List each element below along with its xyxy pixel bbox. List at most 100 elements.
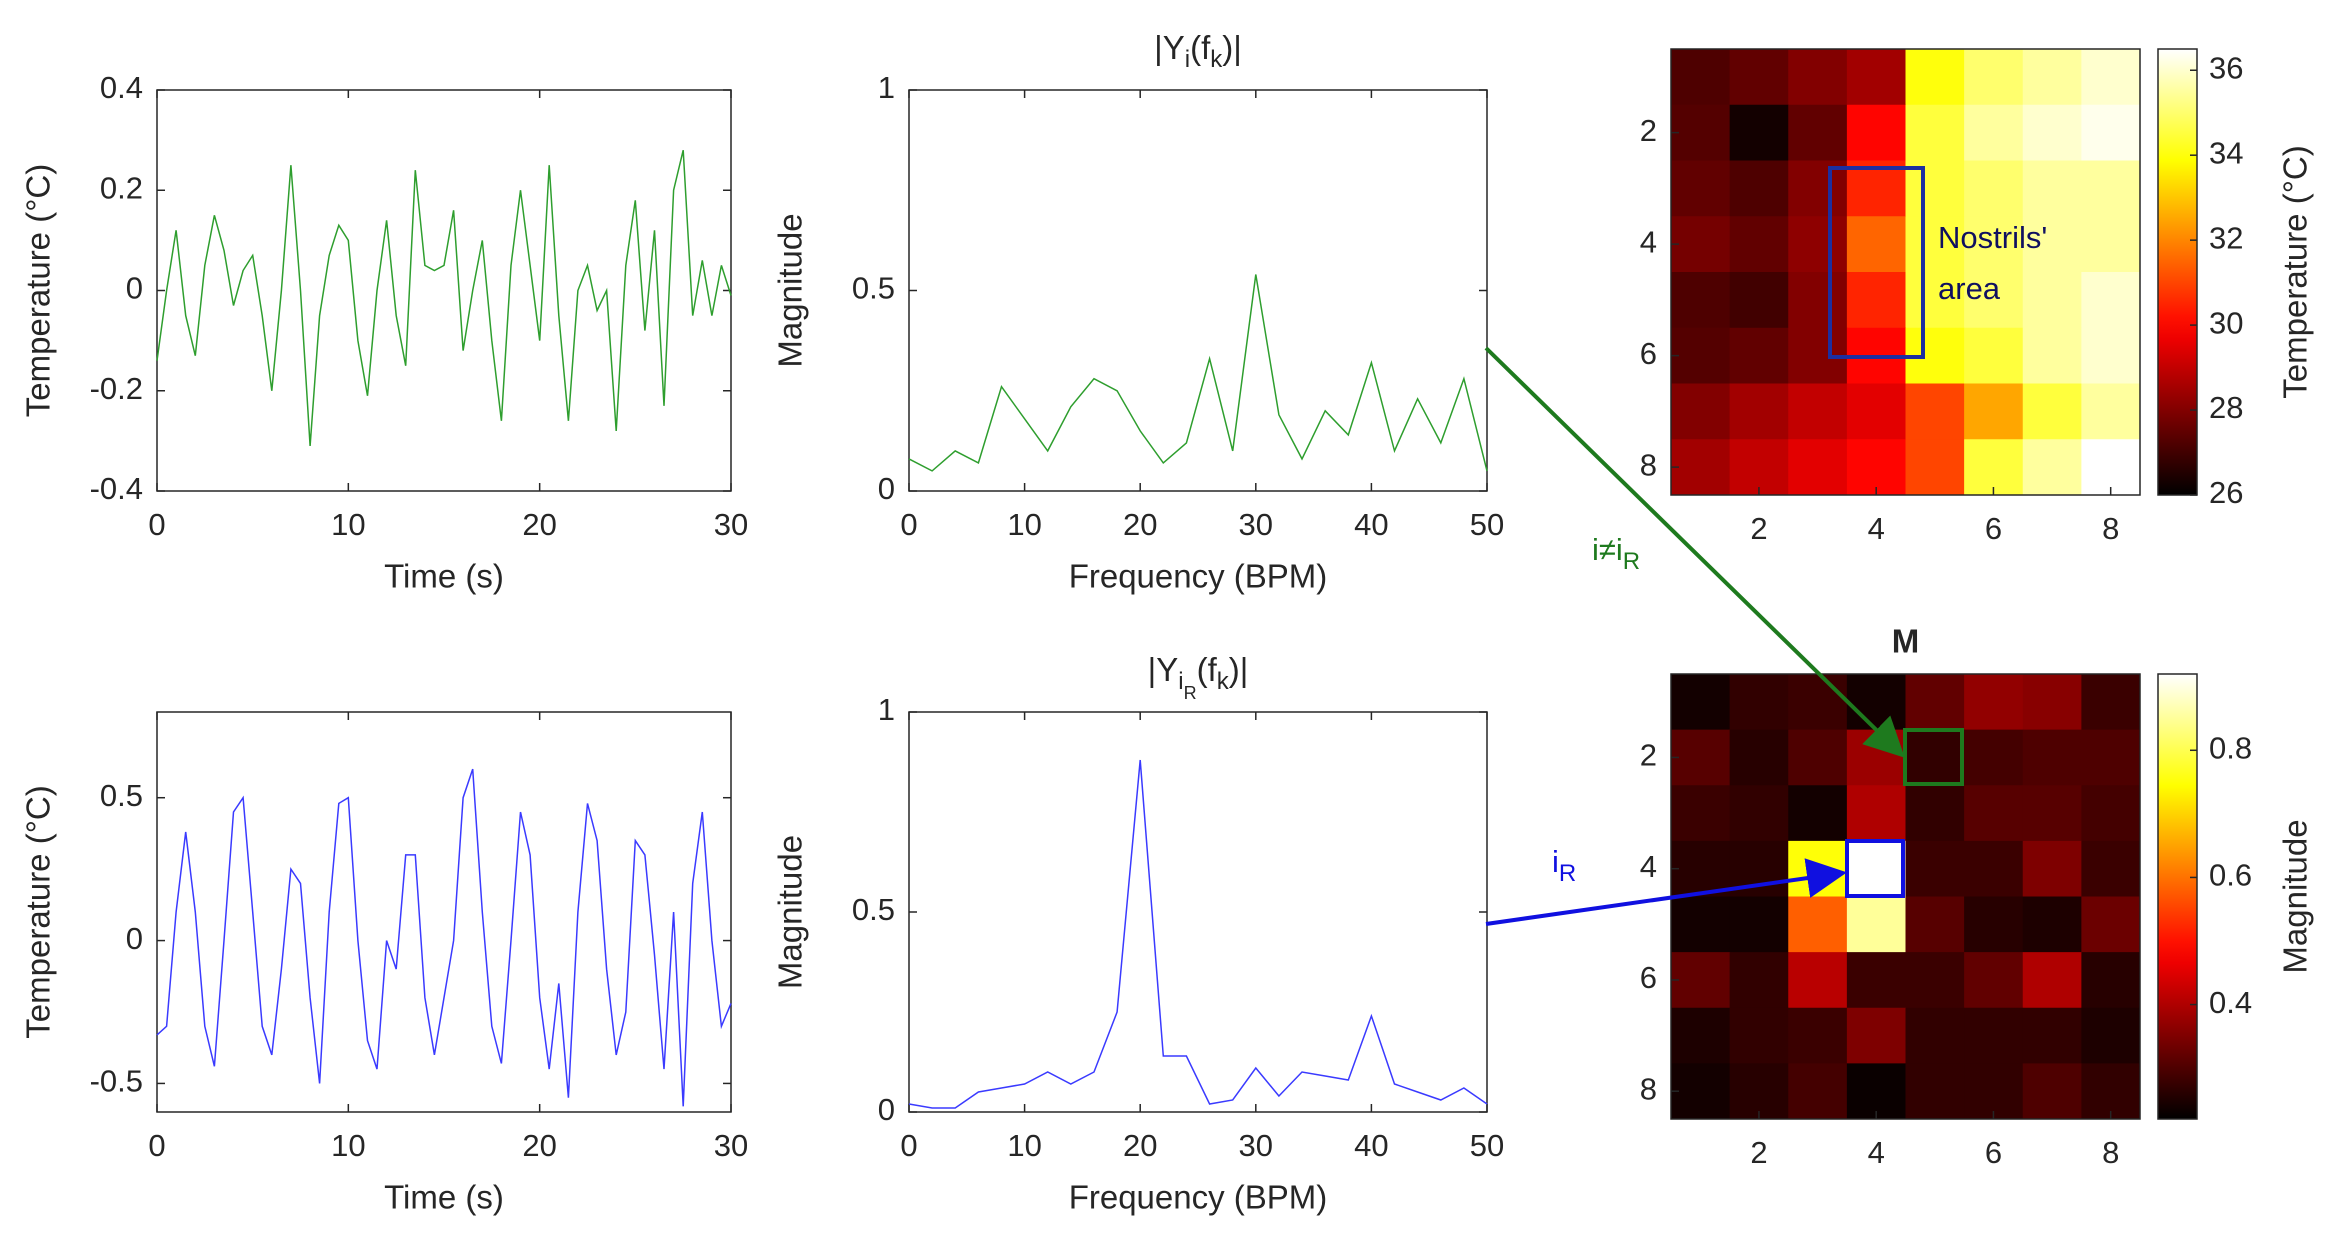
heatmap-cell (1964, 439, 2024, 496)
heatmap-cell (1905, 216, 1965, 273)
data-line (156, 768, 732, 1107)
heatmap-cell (1905, 674, 1965, 731)
heatmap-cell (2022, 49, 2082, 106)
colorbar-tick-label: 36 (2209, 50, 2243, 85)
heatmap-cell (2081, 104, 2141, 161)
y-tick-label: 0 (878, 471, 895, 506)
heatmap-cell (2022, 896, 2082, 953)
plot-area (156, 711, 732, 1113)
heatmap-cell (1905, 952, 1965, 1009)
other-pixel-box (1903, 728, 1964, 786)
chart-title-part: i (1185, 46, 1190, 73)
y-tick-label: 0 (878, 1092, 895, 1127)
colorbar-tick-label: 0.6 (2209, 858, 2252, 893)
heatmap-cell (1729, 383, 1789, 440)
heatmap-cell (1964, 327, 2024, 384)
chart-title-part: (f (1197, 651, 1218, 688)
heatmap-cell (1671, 785, 1731, 842)
colorbar-tick-label: 0.4 (2209, 985, 2252, 1020)
y-tick-label: 4 (1640, 849, 1657, 884)
heatmap-cell (1964, 216, 2024, 273)
heatmap-cell (1788, 439, 1848, 496)
heatmap-cell (2081, 785, 2141, 842)
x-tick-label: 6 (1985, 1135, 2002, 1170)
data-line (156, 150, 732, 446)
heatmap-cell (1964, 160, 2024, 217)
data-line (908, 759, 1488, 1109)
heatmap-cell (1671, 439, 1731, 496)
heatmap-cell (1729, 327, 1789, 384)
x-tick-label: 20 (1123, 1128, 1157, 1163)
heatmap-cell (2022, 1063, 2082, 1120)
colorbar-tick-label: 28 (2209, 390, 2243, 425)
heatmap-cell (2081, 1063, 2141, 1120)
heatmap-cell (1729, 674, 1789, 731)
chart-title-part: )| (1222, 29, 1242, 66)
heatmap-cell (1788, 785, 1848, 842)
x-tick-label: 30 (1239, 507, 1273, 542)
arrow (1484, 346, 1905, 758)
colorbar-label: Magnitude (2277, 819, 2314, 973)
heatmap-cell (1905, 1007, 1965, 1064)
y-axis-label: Temperature (°C) (20, 164, 57, 417)
heatmap-cell (2081, 439, 2141, 496)
heatmap-cell (1671, 383, 1731, 440)
colorbar-tick-label: 34 (2209, 135, 2243, 170)
heatmap-cell (2081, 327, 2141, 384)
heatmap-cell (1964, 785, 2024, 842)
heatmap-cell (1846, 1007, 1906, 1064)
x-tick-label: 4 (1868, 1135, 1885, 1170)
heatmap-cell (1905, 439, 1965, 496)
x-tick-label: 20 (1123, 507, 1157, 542)
heatmap-cell (1846, 104, 1906, 161)
heatmap-cell (1671, 674, 1731, 731)
heatmap-cell (1964, 840, 2024, 897)
x-tick-label: 4 (1868, 511, 1885, 546)
heatmap-cell (1846, 1063, 1906, 1120)
heatmap-cell (1964, 896, 2024, 953)
x-tick-label: 8 (2102, 1135, 2119, 1170)
resp-pixel-box (1845, 839, 1905, 898)
heatmap-cell (1905, 383, 1965, 440)
colorbar-tick-label: 0.8 (2209, 730, 2252, 765)
chart-title-part: )| (1229, 651, 1249, 688)
heatmap-cell (1729, 216, 1789, 273)
y-tick-label: 2 (1640, 738, 1657, 773)
heatmap-cell (1729, 729, 1789, 786)
heatmap-cell (1729, 439, 1789, 496)
heatmap-cell (1788, 104, 1848, 161)
heatmap-cell (1846, 383, 1906, 440)
heatmap-cell (1729, 785, 1789, 842)
x-tick-label: 50 (1470, 1128, 1504, 1163)
x-tick-label: 0 (148, 1128, 165, 1163)
colorbar-tick-label: 32 (2209, 220, 2243, 255)
heatmap-cell (1671, 49, 1731, 106)
y-tick-label: 1 (878, 70, 895, 105)
heatmap-cell (1964, 1063, 2024, 1120)
plot-area (908, 711, 1488, 1113)
heatmap-cell (1729, 1007, 1789, 1064)
x-tick-label: 2 (1750, 511, 1767, 546)
heatmap-cell (2022, 383, 2082, 440)
heatmap-cell (2081, 383, 2141, 440)
y-tick-label: 4 (1640, 224, 1657, 259)
heatmap-cell (1788, 1007, 1848, 1064)
x-tick-label: 0 (148, 507, 165, 542)
heatmap-cell (2081, 896, 2141, 953)
nostrils-label: area (1938, 271, 2001, 306)
heatmap-cell (2022, 840, 2082, 897)
plot-area (908, 89, 1488, 492)
heatmap-cell (1788, 952, 1848, 1009)
heatmap-cell (1964, 272, 2024, 329)
x-axis-label: Frequency (BPM) (1069, 1179, 1328, 1216)
heatmap-cell (1964, 104, 2024, 161)
heatmap-cell (1671, 272, 1731, 329)
heatmap-cell (1671, 952, 1731, 1009)
chart-title: |YiR(fk)| (1148, 651, 1249, 703)
x-axis-label: Frequency (BPM) (1069, 558, 1328, 595)
heatmap-cell (2022, 104, 2082, 161)
colorbar (2157, 48, 2198, 496)
x-tick-label: 30 (714, 507, 748, 542)
x-tick-label: 10 (331, 1128, 365, 1163)
